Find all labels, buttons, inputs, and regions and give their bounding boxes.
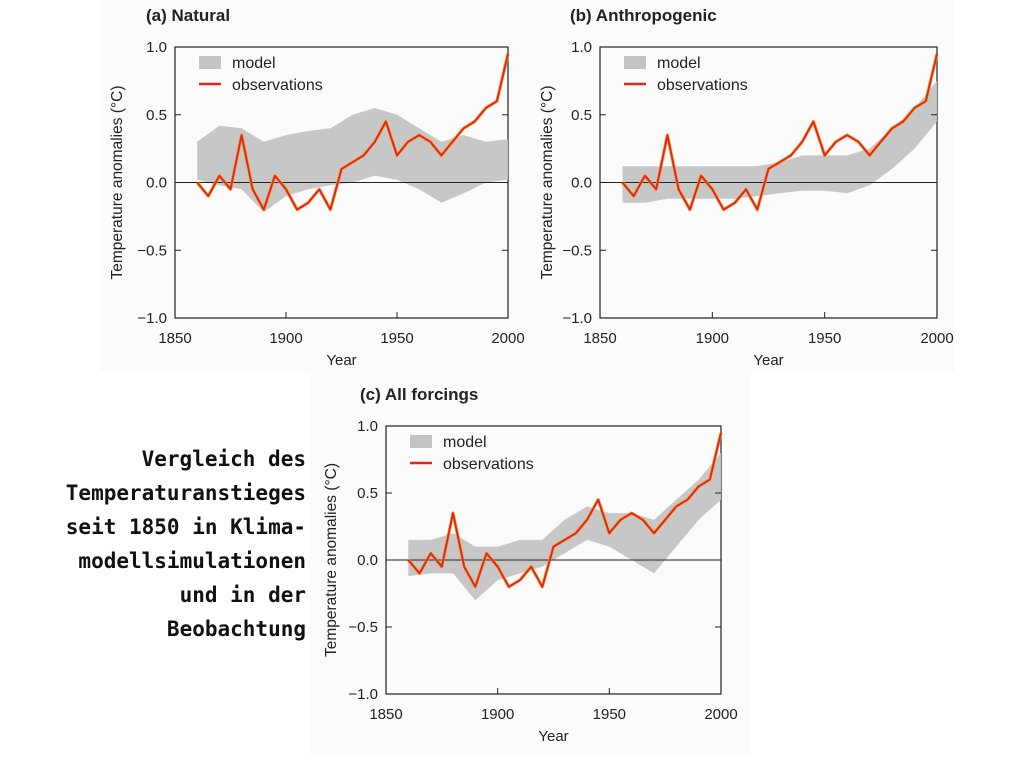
x-tick-label: 2000 bbox=[920, 330, 953, 347]
legend-label-observations: observations bbox=[232, 77, 323, 94]
caption-line: und in der bbox=[179, 583, 306, 607]
y-tick-label: −1.0 bbox=[562, 310, 592, 327]
x-tick-label: 1950 bbox=[593, 706, 626, 723]
x-tick-label: 1900 bbox=[696, 330, 729, 347]
chart-title: (c) All forcings bbox=[360, 385, 478, 404]
y-tick-label: 1.0 bbox=[571, 39, 592, 56]
y-tick-label: 0.0 bbox=[146, 175, 167, 192]
legend-swatch-model bbox=[199, 56, 221, 69]
y-tick-label: −1.0 bbox=[348, 686, 378, 703]
chart-all-forcings: 1.0 0.5 0.0 −0.5 −1.0 1850 1900 1950 2000 Tempera… bbox=[323, 385, 738, 745]
legend-swatch-model bbox=[624, 56, 646, 69]
x-tick-label: 1850 bbox=[158, 330, 191, 347]
y-tick-label: −0.5 bbox=[348, 619, 378, 636]
chart-natural: 1.0 0.5 0.0 −0.5 −1.0 1850 1900 1950 2000 Tempera… bbox=[109, 6, 525, 369]
chart-title: (a) Natural bbox=[146, 6, 230, 25]
caption-line: Temperaturanstieges bbox=[65, 481, 306, 505]
legend-swatch-model bbox=[410, 435, 432, 448]
y-tick-label: 1.0 bbox=[357, 418, 378, 435]
x-tick-label: 1950 bbox=[380, 330, 413, 347]
y-tick-label: −1.0 bbox=[137, 310, 167, 327]
legend-label-model: model bbox=[657, 55, 701, 72]
legend-label-observations: observations bbox=[443, 456, 534, 473]
caption-line: Beobachtung bbox=[166, 617, 306, 641]
model-band bbox=[408, 452, 721, 601]
x-axis-label: Year bbox=[326, 352, 356, 369]
y-tick-label: −0.5 bbox=[137, 242, 167, 259]
x-tick-label: 1850 bbox=[369, 706, 402, 723]
x-tick-label: 2000 bbox=[704, 706, 737, 723]
x-tick-label: 1900 bbox=[481, 706, 514, 723]
y-tick-label: 1.0 bbox=[146, 39, 167, 56]
chart-title: (b) Anthropogenic bbox=[570, 6, 717, 25]
x-tick-label: 1900 bbox=[269, 330, 302, 347]
y-tick-label: 0.5 bbox=[146, 107, 167, 124]
y-axis-label: Temperature anomalies (°C) bbox=[323, 463, 340, 657]
x-tick-label: 2000 bbox=[491, 330, 524, 347]
x-axis-label: Year bbox=[753, 352, 783, 369]
legend-label-observations: observations bbox=[657, 77, 748, 94]
y-axis-label: Temperature anomalies (°C) bbox=[539, 86, 556, 280]
y-tick-label: 0.5 bbox=[357, 485, 378, 502]
legend-label-model: model bbox=[443, 434, 487, 451]
observations-line bbox=[621, 53, 938, 211]
y-tick-label: −0.5 bbox=[562, 242, 592, 259]
model-band bbox=[622, 80, 937, 203]
caption-line: modellsimulationen bbox=[78, 549, 306, 573]
observations-line bbox=[407, 432, 722, 588]
chart-anthropogenic: 1.0 0.5 0.0 −0.5 −1.0 1850 1900 1950 2000 Tempera… bbox=[539, 6, 954, 369]
caption-line: Vergleich des bbox=[141, 447, 306, 471]
x-axis-label: Year bbox=[538, 728, 568, 745]
caption: Vergleich des Temperaturanstieges seit 1… bbox=[8, 442, 306, 646]
observations-line bbox=[196, 53, 509, 211]
y-tick-label: 0.0 bbox=[571, 175, 592, 192]
y-tick-label: 0.5 bbox=[571, 107, 592, 124]
y-axis-label: Temperature anomalies (°C) bbox=[109, 86, 126, 280]
y-tick-label: 0.0 bbox=[357, 552, 378, 569]
x-tick-label: 1850 bbox=[583, 330, 616, 347]
caption-line: seit 1850 in Klima- bbox=[65, 515, 306, 539]
model-band bbox=[197, 108, 508, 213]
x-tick-label: 1950 bbox=[808, 330, 841, 347]
legend-label-model: model bbox=[232, 55, 276, 72]
